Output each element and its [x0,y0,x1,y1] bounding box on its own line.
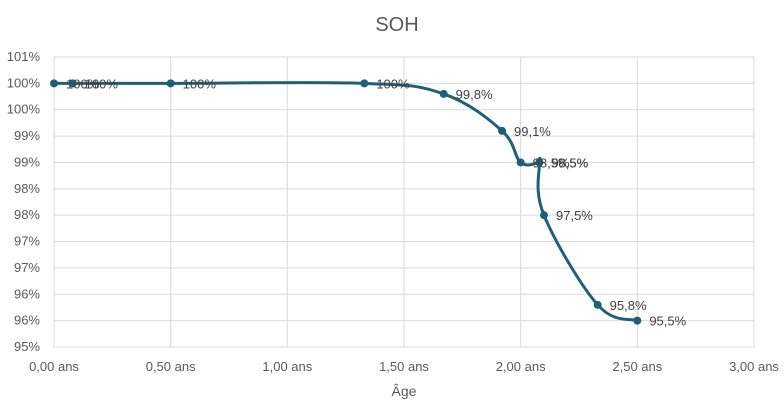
y-tick-label: 97% [14,260,40,275]
data-point [593,300,602,309]
data-label: 98,5% [551,155,588,170]
x-tick-label: 1,00 ans [262,359,312,374]
data-label: 95,5% [649,314,686,329]
x-tick-label: 1,50 ans [379,359,429,374]
y-tick-label: 98% [14,207,40,222]
chart-title: SOH [375,14,418,36]
series-line [52,81,639,323]
data-label: 100% [85,76,119,91]
y-tick-label: 98% [14,181,40,196]
data-point [498,126,506,135]
x-tick-label: 0,50 ans [146,359,196,374]
x-tick-label: 2,50 ans [612,359,662,374]
data-point [516,158,525,167]
y-tick-label: 100% [7,102,41,117]
x-tick-label: 0,00 ans [29,359,79,374]
data-label: 99,1% [514,124,551,139]
x-axis-label: Âge [392,383,417,399]
data-point [439,89,448,98]
y-axis-tick-labels: 95% 96% 96% 97% 97% 98% 98% 99% 99% 100% 100% 101% [7,49,41,354]
data-point [166,79,175,88]
y-tick-label: 96% [14,286,40,301]
y-tick-label: 96% [14,313,40,328]
data-label: 98,5% [551,155,588,170]
y-tick-label: 101% [7,49,41,64]
data-point [540,211,548,220]
x-tick-label: 3,00 ans [729,359,779,374]
data-point [535,158,544,167]
data-label: 98,5% [533,155,570,170]
data-label: 100% [376,76,410,91]
y-tick-label: 100% [7,75,41,90]
data-label: 99,8% [456,87,493,102]
data-label: 97,5% [556,208,593,223]
x-tick-label: 2,00 ans [496,359,546,374]
x-axis-tick-labels: 0,00 ans 0,50 ans 1,00 ans 1,50 ans 2,00 ans… [29,359,779,374]
data-point [360,79,369,88]
y-tick-label: 99% [14,154,40,169]
data-point [633,316,642,325]
data-label: 95,8% [610,298,647,313]
data-label: 100% [183,76,217,91]
data-label: 100% [66,76,100,91]
y-tick-label: 99% [14,128,40,143]
y-tick-label: 95% [14,339,40,354]
series-layer [50,79,642,325]
data-point [68,79,77,88]
data-label-layer: 100%100% 100% 100%99,8%99,1%98,5%98,5%98,5… [66,76,687,328]
data-point [50,79,58,88]
grid-lines [53,56,755,348]
y-tick-label: 97% [14,234,40,249]
